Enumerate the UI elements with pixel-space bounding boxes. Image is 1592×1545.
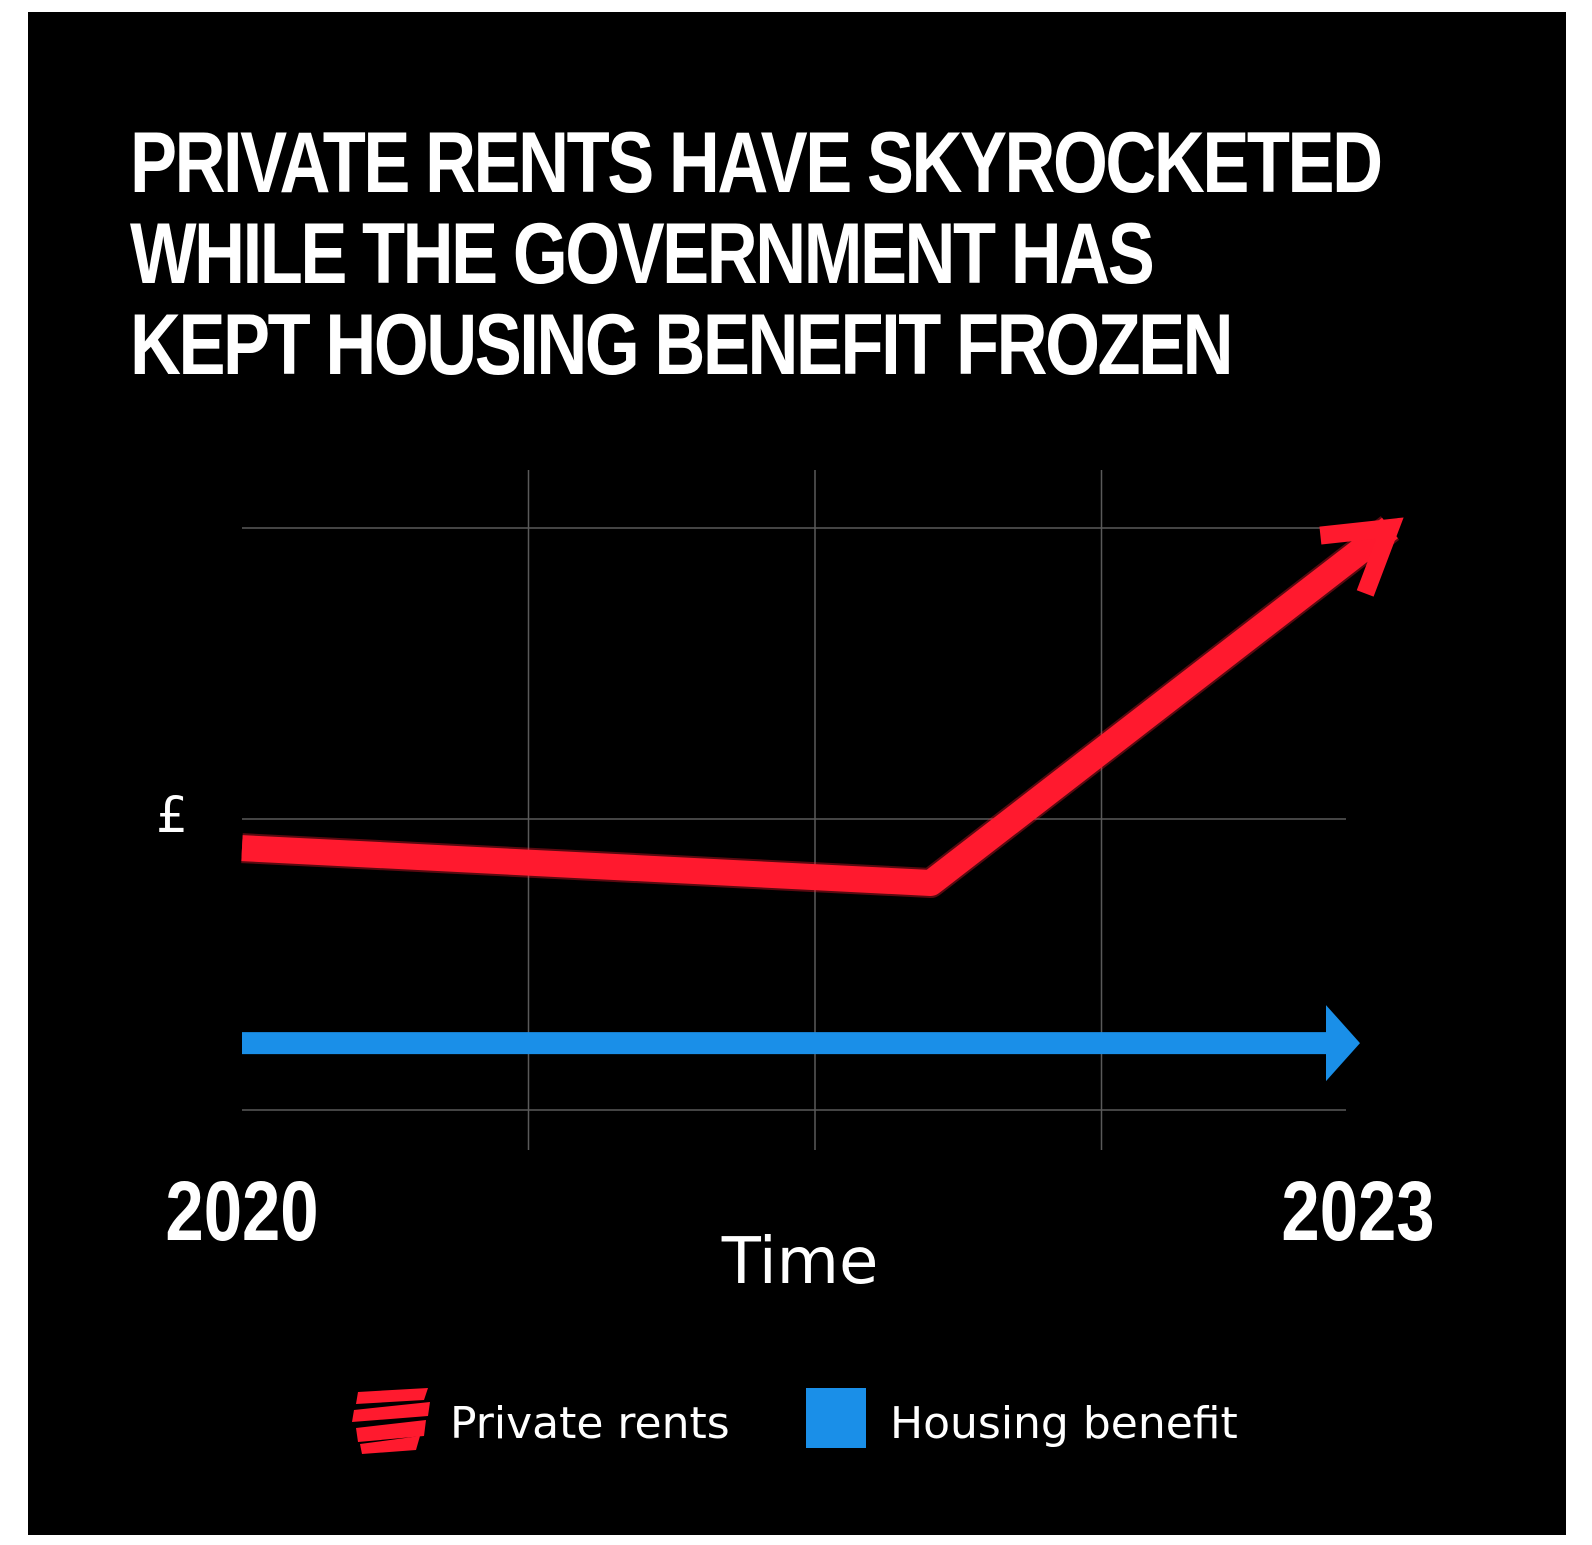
- title-line-3: KEPT HOUSING BENEFIT FROZEN: [130, 297, 1234, 393]
- legend: Private rents Housing benefit: [352, 1388, 1238, 1454]
- legend-swatch-private-rents: [352, 1388, 430, 1454]
- private-rents-brush-stroke: [241, 520, 1396, 893]
- housing-benefit-arrowhead: [1326, 1005, 1360, 1082]
- private-rents-arrowhead: [1319, 517, 1404, 597]
- chart-card: PRIVATE RENTS HAVE SKYROCKETED WHILE THE…: [28, 12, 1566, 1535]
- private-rents-brush-stroke: [241, 516, 1400, 899]
- y-axis-label: £: [156, 786, 188, 844]
- title-line-2: WHILE THE GOVERNMENT HAS: [130, 206, 1155, 302]
- legend-label-housing-benefit: Housing benefit: [890, 1398, 1238, 1449]
- private-rents-line: [241, 517, 1398, 897]
- grid: [242, 470, 1346, 1150]
- x-tick-label-end: 2023: [1281, 1165, 1434, 1259]
- title-line-1: PRIVATE RENTS HAVE SKYROCKETED: [130, 115, 1383, 211]
- series-marks: [241, 516, 1404, 1082]
- legend-label-private-rents: Private rents: [450, 1398, 730, 1449]
- x-axis-label: Time: [721, 1225, 879, 1299]
- x-tick-label-start: 2020: [165, 1165, 318, 1259]
- chart-title: PRIVATE RENTS HAVE SKYROCKETED WHILE THE…: [130, 115, 1383, 393]
- legend-swatch-housing-benefit: [806, 1388, 866, 1448]
